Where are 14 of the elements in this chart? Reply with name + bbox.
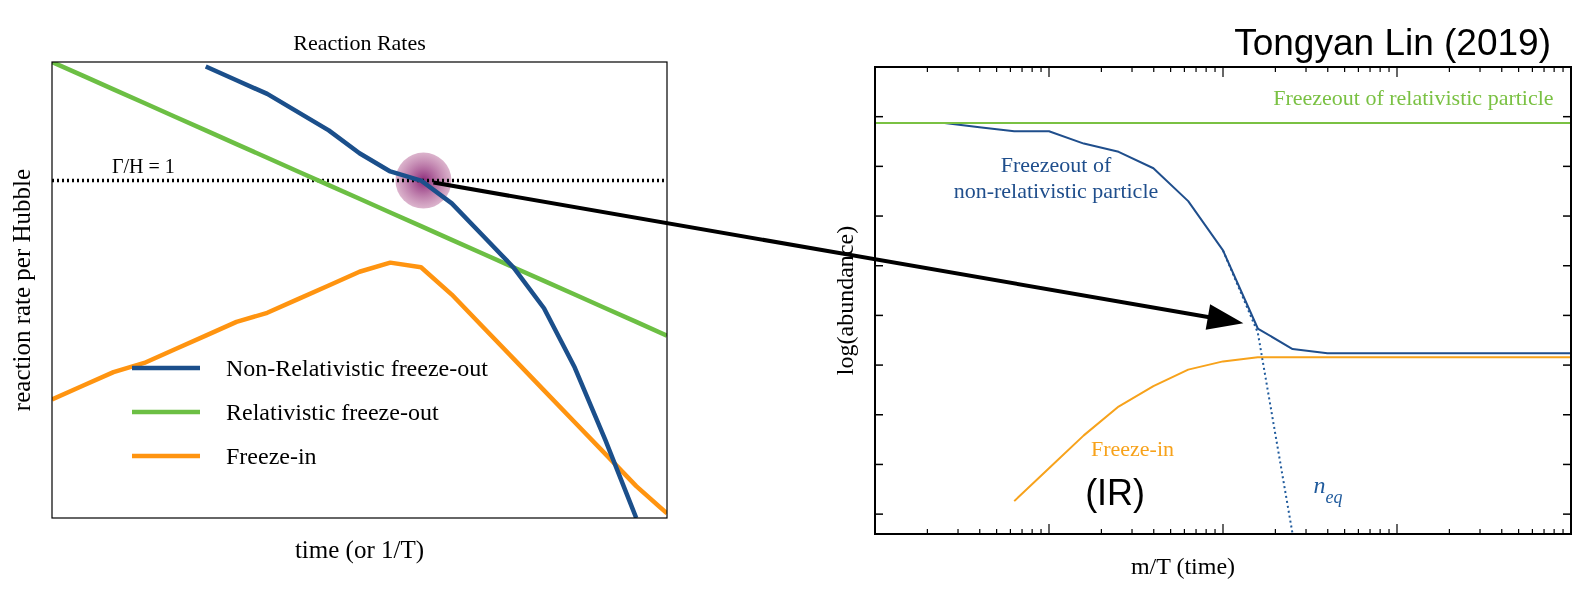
legend-label: Freeze-in [226, 443, 317, 469]
y-axis-title: reaction rate per Hubble [8, 168, 35, 412]
series-label: n$_{eq}$ [1313, 471, 1343, 507]
chart-title: Tongyan Lin (2019) [1234, 22, 1551, 63]
annotation: (IR) [1085, 472, 1146, 514]
series-label: Freezeout of non-relativistic particle [953, 152, 1159, 203]
x-axis-title: m/T (time) [1130, 553, 1236, 579]
legend-label: Non-Relativistic freeze-out [226, 355, 489, 381]
x-axis-title: time (or 1/T) [294, 536, 425, 564]
series-label: Freezeout of relativistic particle [1273, 84, 1554, 110]
ref-line-label: Γ/H = 1 [112, 154, 175, 177]
chart-title: Reaction Rates [293, 30, 426, 55]
series-label: Freeze-in [1090, 435, 1175, 461]
legend-label: Relativistic freeze-out [226, 399, 439, 425]
